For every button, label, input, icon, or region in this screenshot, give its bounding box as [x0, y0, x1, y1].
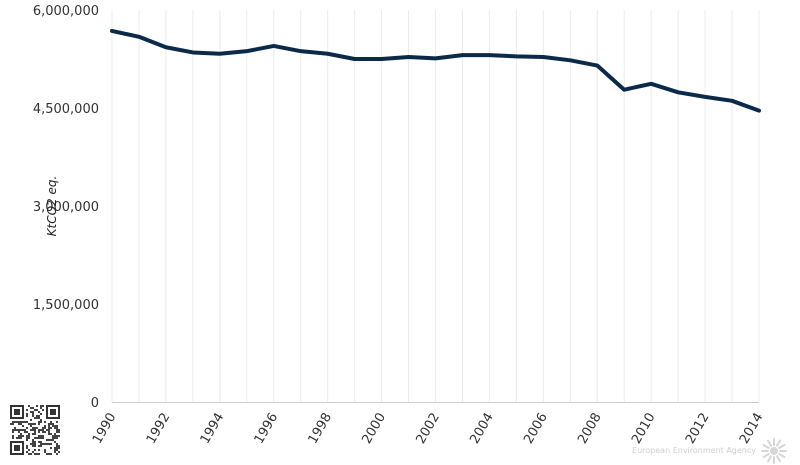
data-point	[595, 64, 599, 68]
y-tick-label: 4,500,000	[33, 102, 99, 117]
data-point	[380, 57, 384, 61]
data-point	[299, 49, 303, 53]
data-point	[730, 99, 734, 103]
data-point	[110, 29, 114, 33]
x-tick-label: 2000	[360, 411, 390, 447]
data-point	[460, 53, 464, 57]
series-group	[110, 28, 761, 113]
y-axis-label: KtCO2 eq.	[45, 176, 59, 237]
data-point	[326, 52, 330, 56]
data-point	[487, 53, 491, 57]
data-point	[541, 55, 545, 59]
data-point	[568, 58, 572, 62]
data-point	[649, 82, 653, 86]
data-point	[434, 56, 437, 60]
data-point	[191, 50, 195, 54]
x-tick-label: 1994	[198, 411, 228, 447]
y-tick-label: 0	[91, 396, 99, 411]
x-tick-label: 1998	[306, 411, 336, 447]
qr-code-icon	[9, 404, 61, 456]
y-tick-label: 1,500,000	[33, 298, 99, 313]
data-point	[218, 52, 222, 56]
data-point	[703, 95, 707, 99]
eea-sun-logo-icon	[761, 438, 787, 464]
x-tick-label: 2008	[575, 411, 605, 447]
data-point	[137, 35, 141, 39]
data-point	[407, 55, 411, 59]
x-tick-label: 1992	[144, 411, 174, 447]
x-tick-label: 2004	[467, 410, 497, 446]
y-tick-label: 6,000,000	[33, 4, 99, 19]
x-tick-label: 2012	[683, 411, 713, 447]
data-point	[757, 109, 761, 113]
x-tick-label: 1996	[252, 411, 282, 447]
data-point	[622, 88, 626, 92]
x-tick-label: 2002	[413, 411, 443, 447]
data-point	[272, 44, 276, 48]
x-tick-label: 1990	[90, 411, 120, 447]
x-axis-ticks: 1990 1992 1994 1996 1998 2000 2002 2004 2006 2008…	[90, 410, 767, 446]
credit-text: European Environment Agency	[632, 446, 756, 455]
x-tick-label: 2010	[629, 411, 659, 447]
data-point	[676, 90, 680, 94]
data-point	[164, 45, 168, 49]
vertical-gridlines	[111, 10, 760, 402]
data-point	[245, 49, 249, 53]
x-tick-label: 2014	[737, 411, 767, 447]
x-tick-label: 2006	[521, 411, 551, 447]
data-point	[353, 57, 357, 61]
y-axis-ticks: 0 1,500,000 3,000,000 4,500,000 6,000,000	[33, 4, 99, 411]
y-tick-label: 3,000,000	[33, 200, 99, 215]
data-point	[514, 54, 518, 58]
